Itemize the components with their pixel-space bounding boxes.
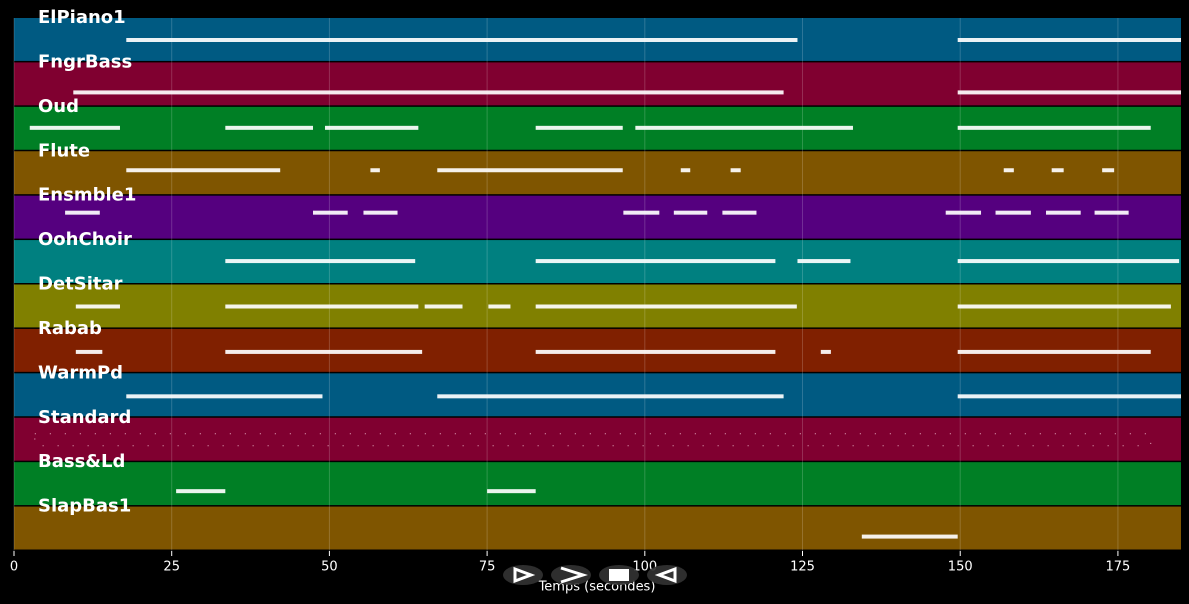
x-tick-label: 0 bbox=[10, 560, 18, 575]
note-run bbox=[324, 125, 419, 130]
note-run bbox=[1102, 168, 1115, 173]
x-tick-label: 175 bbox=[1106, 560, 1131, 575]
control-button[interactable] bbox=[503, 565, 543, 585]
note-run bbox=[945, 210, 982, 215]
track-label: DetSitar bbox=[38, 274, 123, 295]
note-run bbox=[363, 210, 398, 215]
note-run bbox=[635, 125, 853, 130]
note-run bbox=[126, 168, 281, 173]
track-band bbox=[14, 195, 1181, 239]
note-run bbox=[487, 489, 536, 494]
note-run bbox=[75, 349, 103, 354]
x-tick-label: 25 bbox=[163, 560, 180, 575]
note-run bbox=[126, 38, 798, 42]
note-run bbox=[1094, 210, 1129, 215]
note-run bbox=[730, 168, 741, 173]
note-run bbox=[673, 210, 708, 215]
note-run bbox=[957, 125, 1151, 130]
note-run bbox=[1051, 168, 1064, 173]
note-run bbox=[995, 210, 1031, 215]
note-run bbox=[75, 304, 120, 309]
note-run bbox=[722, 210, 757, 215]
track-label: Bass&Ld bbox=[38, 451, 125, 472]
note-run bbox=[861, 534, 958, 539]
note-run bbox=[1003, 168, 1014, 173]
note-run bbox=[957, 90, 1181, 95]
controls bbox=[503, 565, 687, 585]
icon bbox=[513, 566, 536, 584]
note-run bbox=[535, 349, 776, 354]
note-run bbox=[957, 38, 1181, 42]
track-label: ElPiano1 bbox=[38, 7, 126, 28]
note-run bbox=[820, 349, 831, 354]
note-run bbox=[225, 304, 419, 309]
note-run bbox=[126, 394, 323, 399]
track-label: SlapBas1 bbox=[38, 496, 131, 517]
track-label: Rabab bbox=[38, 318, 102, 339]
note-run bbox=[437, 394, 784, 399]
control-button[interactable] bbox=[647, 565, 687, 585]
note-run bbox=[176, 489, 226, 494]
note-run bbox=[535, 259, 776, 264]
x-tick-label: 150 bbox=[948, 560, 973, 575]
note-run bbox=[488, 304, 511, 309]
note-run bbox=[797, 259, 851, 264]
note-run bbox=[437, 168, 623, 173]
tracks bbox=[14, 18, 1181, 550]
note-run bbox=[225, 125, 314, 130]
note-run bbox=[535, 304, 797, 309]
note-run bbox=[225, 349, 423, 354]
icon bbox=[560, 566, 588, 584]
track-label: Ensmble1 bbox=[38, 185, 136, 206]
x-axis-label: Temps (secondes) bbox=[538, 580, 656, 595]
track-label: OohChoir bbox=[38, 229, 132, 250]
icon bbox=[609, 569, 629, 581]
note-run bbox=[65, 210, 100, 215]
track-band bbox=[14, 506, 1181, 550]
track-label: WarmPd bbox=[38, 362, 123, 383]
note-run bbox=[535, 125, 623, 130]
note-run bbox=[73, 90, 784, 95]
x-tick-label: 50 bbox=[321, 560, 338, 575]
note-run bbox=[225, 259, 416, 264]
note-run bbox=[957, 304, 1171, 309]
track-band bbox=[14, 417, 1181, 461]
icon bbox=[654, 566, 677, 584]
note-run bbox=[957, 259, 1180, 264]
track-label: FngrBass bbox=[38, 51, 132, 72]
note-run bbox=[623, 210, 660, 215]
note-run bbox=[424, 304, 463, 309]
control-button[interactable] bbox=[551, 565, 591, 585]
note-run bbox=[29, 125, 120, 130]
note-run bbox=[957, 349, 1151, 354]
note-run bbox=[1046, 210, 1081, 215]
track-label: Standard bbox=[38, 407, 131, 428]
track-band bbox=[14, 462, 1181, 506]
button-bg bbox=[551, 565, 591, 585]
x-tick-label: 125 bbox=[790, 560, 815, 575]
x-tick-label: 75 bbox=[479, 560, 496, 575]
track-band bbox=[14, 62, 1181, 106]
note-run bbox=[680, 168, 691, 173]
note-run bbox=[313, 210, 348, 215]
track-label: Oud bbox=[38, 96, 79, 117]
note-run bbox=[957, 394, 1181, 399]
control-button[interactable] bbox=[599, 565, 639, 585]
track-band bbox=[14, 151, 1181, 195]
note-run bbox=[370, 168, 380, 173]
track-label: Flute bbox=[38, 140, 90, 161]
